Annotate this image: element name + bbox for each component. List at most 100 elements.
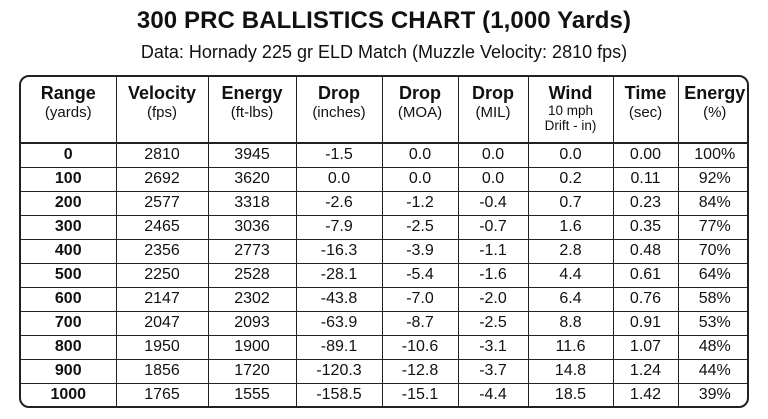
cell-drop-mil: 0.0	[458, 143, 529, 168]
header-unit-label: (fps)	[147, 104, 177, 121]
cell-energy-percent: 39%	[698, 386, 731, 404]
cell-drop-moa: -12.8	[382, 359, 459, 384]
header-main-label: Energy	[684, 83, 746, 103]
cell-energy: 2773	[208, 239, 297, 264]
header-main-label: Time	[624, 83, 667, 103]
chart-title: 300 PRC BALLISTICS CHART (1,000 Yards)	[136, 7, 632, 34]
table-row: 700 2047 2093 -63.9 -8.7 -2.5 8.8 0.91 53%	[21, 311, 747, 336]
header-main-label: Velocity	[127, 83, 197, 103]
cell-energy: 1720	[208, 359, 297, 384]
cell-drop-inches: -7.9	[296, 215, 383, 240]
cell-energy: 3318	[208, 191, 297, 216]
cell-velocity: 2692	[116, 167, 209, 192]
cell-drop-mil: -3.7	[458, 359, 529, 384]
cell-wind-drift: 2.8	[528, 239, 614, 264]
column-header-energy-percent: Energy (%)	[678, 77, 747, 144]
cell-drop-inches: -16.3	[296, 239, 383, 264]
header-unit-label-line2: Drift - in)	[544, 118, 597, 133]
header-main-label: Wind	[548, 83, 593, 103]
cell-time: 0.76	[613, 287, 679, 312]
cell-velocity: 2810	[116, 143, 209, 168]
cell-velocity: 2356	[116, 239, 209, 264]
cell-drop-moa: -3.9	[382, 239, 459, 264]
column-header-drop-mil: Drop (MIL)	[458, 77, 529, 144]
cell-range: 500	[21, 263, 117, 288]
cell-wind-drift: 8.8	[528, 311, 614, 336]
cell-wind-drift: 14.8	[528, 359, 614, 384]
header-main-label: Energy	[221, 83, 283, 103]
header-main-label: Drop	[399, 83, 441, 103]
cell-range: 800	[21, 335, 117, 360]
cell-range: 400	[21, 239, 117, 264]
column-header-drop-moa: Drop (MOA)	[382, 77, 459, 144]
cell-range: 900	[21, 359, 117, 384]
header-unit-label: (sec)	[628, 104, 663, 121]
table-body: 0 2810 3945 -1.5 0.0 0.0 0.0 0.00 100% 100 2692 362…	[21, 143, 747, 406]
cell-drop-inches: -158.5	[296, 383, 383, 406]
header-unit-label: (yards)	[44, 104, 92, 121]
cell-energy: 2093	[208, 311, 297, 336]
cell-energy-percent: 44%	[678, 359, 747, 384]
cell-time: 0.91	[613, 311, 679, 336]
cell-time: 0.23	[613, 191, 679, 216]
cell-time: 1.42	[613, 383, 679, 406]
column-header-wind-drift: Wind 10 mph Drift - in)	[528, 77, 614, 144]
cell-drop-moa: 0.0	[382, 167, 459, 192]
cell-energy: 3620	[208, 167, 297, 192]
cell-energy-percent: 70%	[678, 239, 747, 264]
cell-energy-percent: 64%	[678, 263, 747, 288]
table-row: 500 2250 2528 -28.1 -5.4 -1.6 4.4 0.61 64%	[21, 263, 747, 288]
cell-energy: 2302	[208, 287, 297, 312]
cell-wind-drift: 1.6	[528, 215, 614, 240]
ballistics-table-container: Range (yards) Velocity (fps) Energy (ft-…	[19, 75, 749, 408]
cell-drop-inches: -28.1	[296, 263, 383, 288]
cell-velocity: 2250	[116, 263, 209, 288]
cell-drop-inches: -1.5	[296, 143, 383, 168]
cell-energy: 3945	[208, 143, 297, 168]
cell-drop-mil: -0.4	[458, 191, 529, 216]
column-header-time: Time (sec)	[613, 77, 679, 144]
cell-drop-inches: -120.3	[296, 359, 383, 384]
cell-wind-drift: 6.4	[528, 287, 614, 312]
cell-range: 0	[21, 143, 117, 168]
cell-time: 0.00	[613, 143, 679, 168]
cell-wind-drift: 0.2	[528, 167, 614, 192]
cell-range: 200	[21, 191, 117, 216]
cell-energy: 1555	[208, 383, 297, 406]
table-row: 600 2147 2302 -43.8 -7.0 -2.0 6.4 0.76 58%	[21, 287, 747, 312]
cell-drop-inches: -43.8	[296, 287, 383, 312]
cell-energy-percent: 92%	[678, 167, 747, 192]
table-row: 200 2577 3318 -2.6 -1.2 -0.4 0.7 0.23 84%	[21, 191, 747, 216]
column-header-drop-inches: Drop (inches)	[296, 77, 383, 144]
header-unit-label: (ft-lbs)	[230, 104, 274, 121]
header-main-label: Drop	[318, 83, 360, 103]
ballistics-table: Range (yards) Velocity (fps) Energy (ft-…	[21, 77, 747, 406]
cell-drop-moa: -1.2	[382, 191, 459, 216]
cell-velocity: 2047	[116, 311, 209, 336]
cell-energy-percent: 100%	[678, 143, 747, 168]
cell-energy: 3036	[208, 215, 297, 240]
cell-drop-mil: -1.1	[458, 239, 529, 264]
cell-range: 100	[21, 167, 117, 192]
cell-drop-inches: 0.0	[296, 167, 383, 192]
table-row: 400 2356 2773 -16.3 -3.9 -1.1 2.8 0.48 70%	[21, 239, 747, 264]
table-row: 100 2692 3620 0.0 0.0 0.0 0.2 0.11 92%	[21, 167, 747, 192]
cell-drop-mil: -2.0	[458, 287, 529, 312]
table-row: 300 2465 3036 -7.9 -2.5 -0.7 1.6 0.35 77%	[21, 215, 747, 240]
cell-energy-percent: 58%	[678, 287, 747, 312]
cell-drop-moa: -5.4	[382, 263, 459, 288]
cell-drop-mil: -0.7	[458, 215, 529, 240]
header-unit-label: (inches)	[312, 104, 366, 121]
table-header-row: Range (yards) Velocity (fps) Energy (ft-…	[21, 77, 747, 144]
cell-energy: 2528	[208, 263, 297, 288]
header-unit-label: (%)	[703, 104, 727, 121]
cell-energy-percent: 84%	[678, 191, 747, 216]
table-row: 900 1856 1720 -120.3 -12.8 -3.7 14.8 1.24 44%	[21, 359, 747, 384]
cell-time: 1.24	[613, 359, 679, 384]
cell-range: 600	[21, 287, 117, 312]
column-header-energy: Energy (ft-lbs)	[208, 77, 297, 144]
table-row: 1000 1765 1555 -158.5 -15.1 -4.4 18.5 1.42 39%	[21, 383, 747, 406]
header-main-label: Drop	[472, 83, 514, 103]
cell-energy-percent: 53%	[678, 311, 747, 336]
cell-drop-moa: -7.0	[382, 287, 459, 312]
